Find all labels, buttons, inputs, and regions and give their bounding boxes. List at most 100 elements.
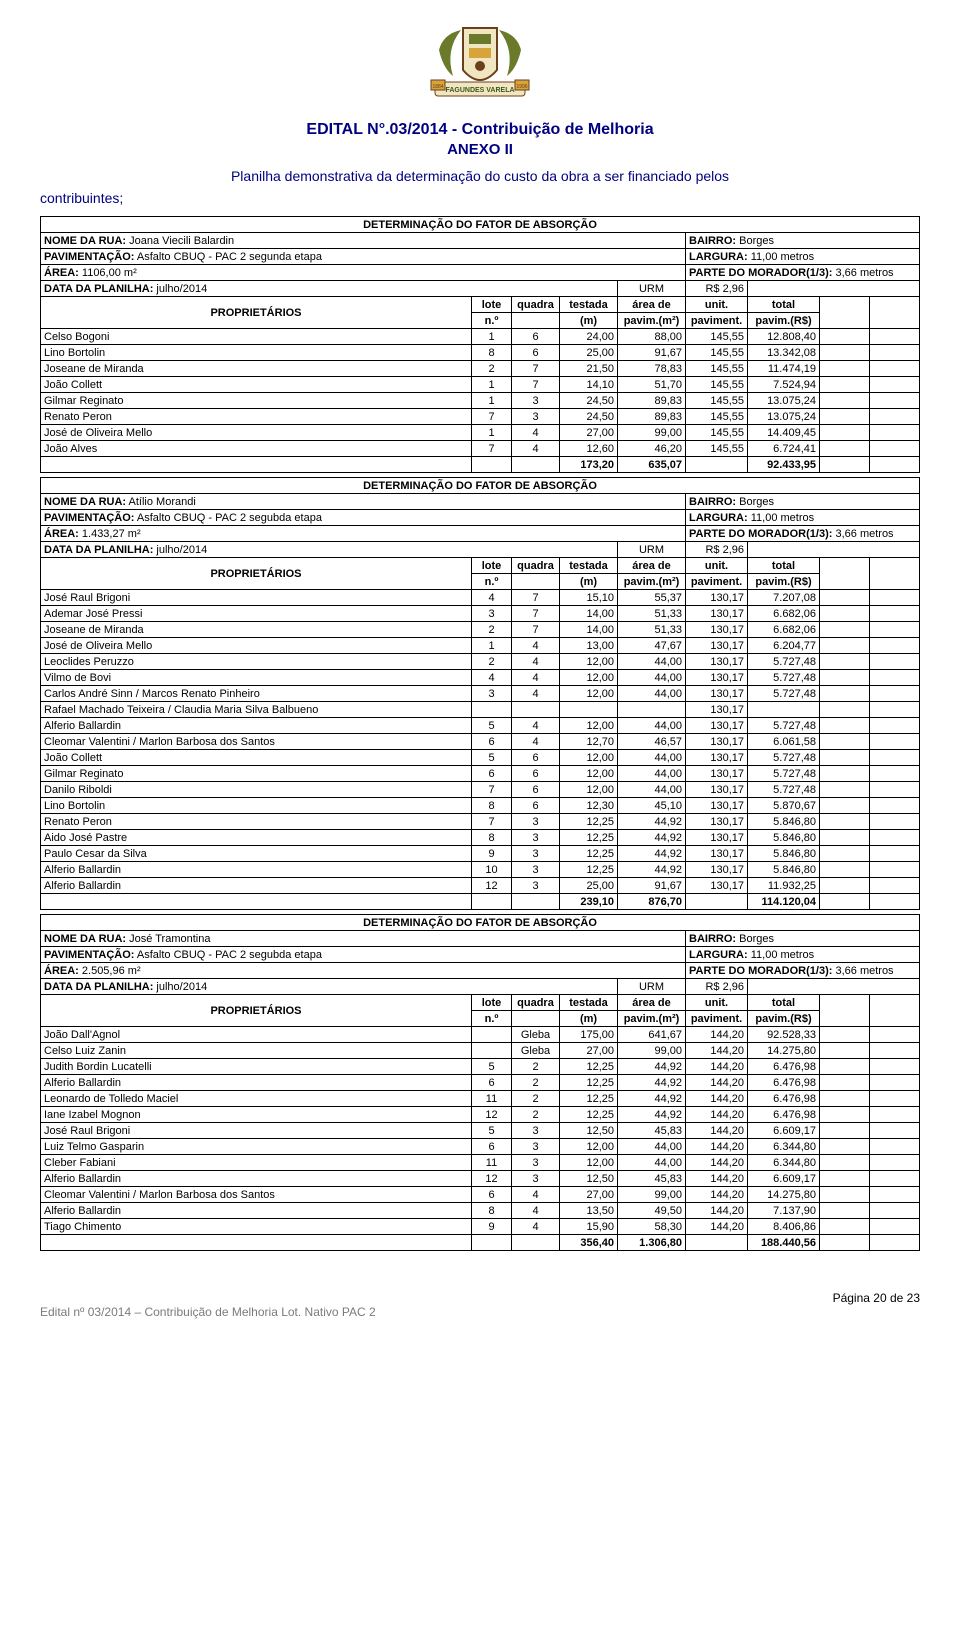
data-cell: 7 [512,377,560,393]
col-header: total [748,297,820,313]
pad-cell [870,361,920,377]
table-row: José de Oliveira Mello1413,0047,67130,17… [41,638,920,654]
owner-cell: Rafael Machado Teixeira / Claudia Maria … [41,702,472,718]
meta-cell: DATA DA PLANILHA: julho/2014 [41,542,618,558]
absorption-table: DETERMINAÇÃO DO FATOR DE ABSORÇÃONOME DA… [40,914,920,1251]
data-cell: 46,57 [618,734,686,750]
data-cell: 9 [472,846,512,862]
section-header: DETERMINAÇÃO DO FATOR DE ABSORÇÃO [41,478,920,494]
data-cell: 144,20 [686,1203,748,1219]
pad-cell [870,457,920,473]
owner-cell: Paulo Cesar da Silva [41,846,472,862]
col-header [870,558,920,590]
data-cell: 6 [472,1187,512,1203]
data-cell: 25,00 [560,878,618,894]
data-cell: 6.476,98 [748,1107,820,1123]
data-cell: 44,00 [618,1155,686,1171]
owner-cell: Renato Peron [41,814,472,830]
pad-cell [820,654,870,670]
data-cell: 4 [512,425,560,441]
data-cell: 12,50 [560,1171,618,1187]
total-cell [41,894,472,910]
pad-cell [820,1155,870,1171]
data-cell: 3 [512,846,560,862]
data-cell: 130,17 [686,814,748,830]
pad-cell [820,862,870,878]
table-row: João Alves7412,6046,20145,556.724,41 [41,441,920,457]
total-cell [512,894,560,910]
data-cell: 6.476,98 [748,1091,820,1107]
data-cell: 44,00 [618,766,686,782]
data-cell: 6 [472,766,512,782]
data-cell: 5.727,48 [748,750,820,766]
data-cell: 3 [512,1139,560,1155]
data-cell: 3 [512,878,560,894]
col-header: unit. [686,558,748,574]
col-subheader: n.º [472,313,512,329]
data-cell: 5.727,48 [748,782,820,798]
pad-cell [820,1027,870,1043]
table-row: Paulo Cesar da Silva9312,2544,92130,175.… [41,846,920,862]
table-row: Renato Peron7312,2544,92130,175.846,80 [41,814,920,830]
data-cell: 6 [512,750,560,766]
data-cell: 13,00 [560,638,618,654]
col-subheader: pavim.(m²) [618,1011,686,1027]
data-cell: 88,00 [618,329,686,345]
data-cell: 12,00 [560,654,618,670]
data-cell: 130,17 [686,670,748,686]
col-subheader [512,313,560,329]
data-cell: 5.727,48 [748,766,820,782]
col-header: lote [472,297,512,313]
data-cell: 12,00 [560,1155,618,1171]
pad-cell [870,590,920,606]
data-cell: 7 [512,590,560,606]
data-cell: 89,83 [618,409,686,425]
data-cell: 2 [512,1091,560,1107]
data-cell: 145,55 [686,441,748,457]
pad-cell [820,1187,870,1203]
owner-cell: João Collett [41,750,472,766]
meta-cell: NOME DA RUA: José Tramontina [41,931,686,947]
table-row: Joseane de Miranda2721,5078,83145,5511.4… [41,361,920,377]
data-cell: 145,55 [686,345,748,361]
table-row: Celso Bogoni1624,0088,00145,5512.808,40 [41,329,920,345]
pad-cell [820,1235,870,1251]
owner-cell: Leoclides Peruzzo [41,654,472,670]
data-cell: 130,17 [686,702,748,718]
data-cell: 130,17 [686,846,748,862]
data-cell: 11.474,19 [748,361,820,377]
meta-cell: NOME DA RUA: Joana Viecili Balardin [41,233,686,249]
col-subheader [512,1011,560,1027]
pad-cell [820,377,870,393]
data-cell: 1 [472,329,512,345]
data-cell: 145,55 [686,377,748,393]
data-cell: 7.137,90 [748,1203,820,1219]
data-cell: 4 [472,590,512,606]
owner-cell: Cleomar Valentini / Marlon Barbosa dos S… [41,1187,472,1203]
col-subheader: paviment. [686,574,748,590]
urm-label: URM [618,281,686,297]
meta-cell: ÁREA: 2.505,96 m² [41,963,686,979]
data-cell: 6 [472,734,512,750]
total-cell [41,1235,472,1251]
data-cell: 130,17 [686,622,748,638]
col-header: área de [618,558,686,574]
owner-cell: João Dall'Agnol [41,1027,472,1043]
data-cell: 91,67 [618,345,686,361]
pad-cell [820,750,870,766]
data-cell: 4 [512,1219,560,1235]
footer-line: Edital nº 03/2014 – Contribuição de Melh… [40,1305,920,1319]
data-cell: 8 [472,830,512,846]
data-cell: 27,00 [560,1187,618,1203]
meta-cell: BAIRRO: Borges [686,494,920,510]
urm-value: R$ 2,96 [686,281,748,297]
data-cell: 130,17 [686,766,748,782]
owner-cell: Carlos André Sinn / Marcos Renato Pinhei… [41,686,472,702]
pad-cell [870,1027,920,1043]
pad-cell [820,329,870,345]
owner-cell: Leonardo de Tolledo Maciel [41,1091,472,1107]
pad-cell [820,361,870,377]
data-cell: 4 [512,638,560,654]
pad-cell [870,1203,920,1219]
data-cell: 89,83 [618,393,686,409]
